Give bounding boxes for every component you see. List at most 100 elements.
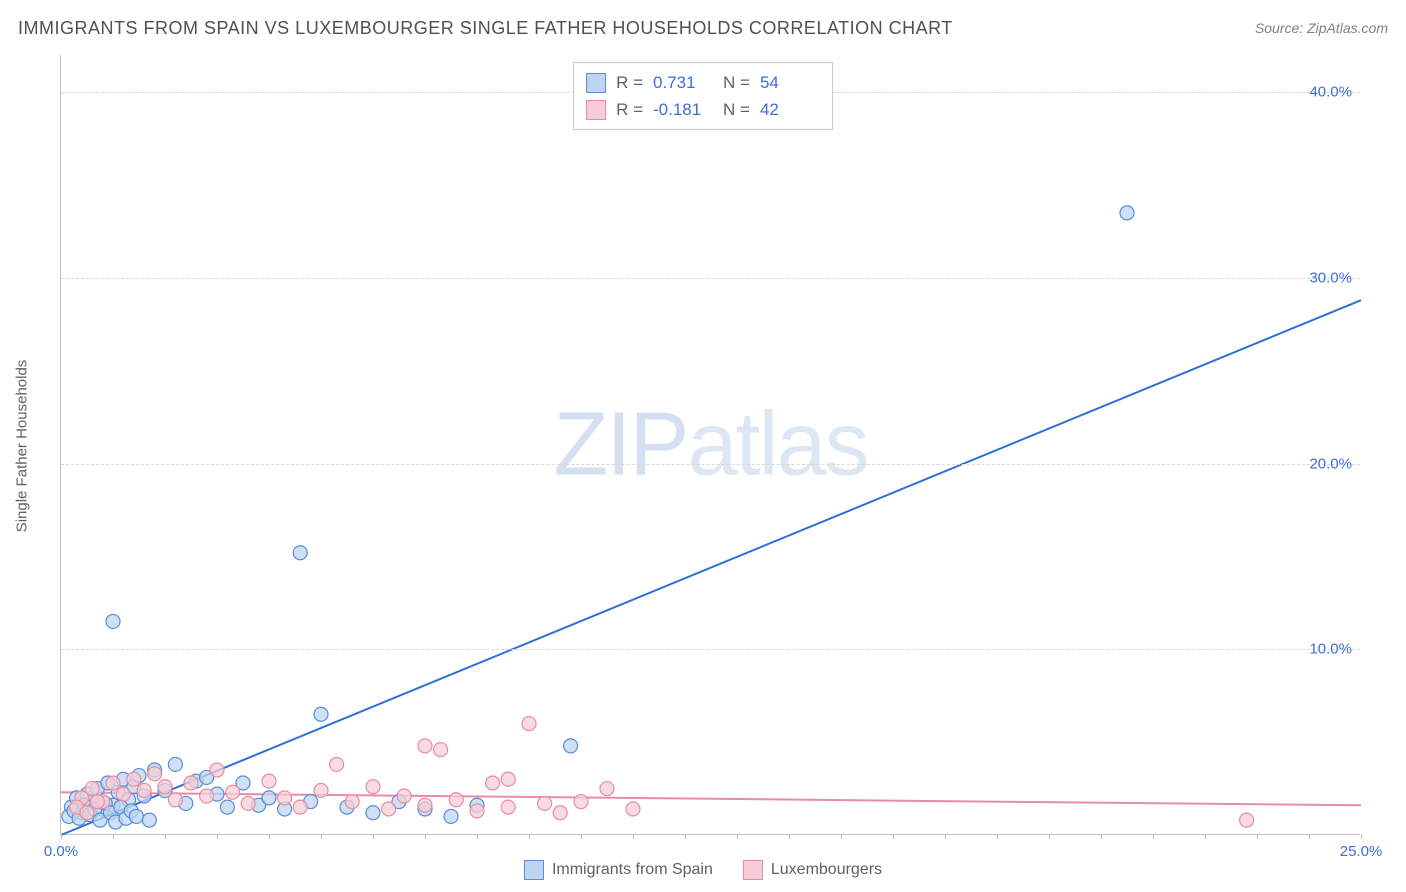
x-tick-mark [321,834,322,839]
scatter-point [397,789,411,803]
legend-label: Immigrants from Spain [552,861,713,879]
legend-label: Luxembourgers [771,861,882,879]
stat-row: R = -0.181 N = 42 [586,96,820,123]
correlation-stats-box: R =0.731N =54R =-0.181N =42 [573,62,833,130]
stat-row: R =0.731N =54 [586,69,820,96]
x-tick-mark [373,834,374,839]
x-tick-mark [165,834,166,839]
series-legend: Immigrants from Spain Luxembourgers [524,860,882,880]
legend-item: Immigrants from Spain [524,860,713,880]
scatter-point [85,782,99,796]
scatter-point [90,795,104,809]
x-tick-mark [841,834,842,839]
x-tick-label: 0.0% [44,843,78,860]
x-tick-mark [425,834,426,839]
scatter-point [330,757,344,771]
source-name: ZipAtlas.com [1307,20,1388,36]
scatter-point [184,776,198,790]
scatter-point [486,776,500,790]
r-label: R = [616,96,643,123]
x-tick-mark [945,834,946,839]
y-tick-label: 40.0% [1309,84,1352,101]
n-value: 42 [760,96,820,123]
y-tick-label: 20.0% [1309,455,1352,472]
x-tick-mark [893,834,894,839]
legend-swatch [743,860,763,880]
x-tick-mark [269,834,270,839]
x-tick-mark [997,834,998,839]
x-tick-mark [217,834,218,839]
n-label: N = [723,69,750,96]
x-tick-mark [737,834,738,839]
x-tick-mark [113,834,114,839]
x-tick-mark [1257,834,1258,839]
scatter-point [129,809,143,823]
scatter-point [522,717,536,731]
scatter-point [418,798,432,812]
scatter-point [142,813,156,827]
legend-swatch [586,73,606,93]
scatter-point [382,802,396,816]
scatter-point [1120,206,1134,220]
y-axis-label: Single Father Households [14,360,31,533]
scatter-point [600,782,614,796]
x-tick-label: 25.0% [1340,843,1383,860]
legend-swatch [586,100,606,120]
r-value: 0.731 [653,69,713,96]
x-tick-mark [1361,834,1362,839]
legend-swatch [524,860,544,880]
r-value: -0.181 [653,96,713,123]
scatter-point [168,757,182,771]
scatter-point [1240,813,1254,827]
scatter-point [226,785,240,799]
scatter-point [434,743,448,757]
scatter-point [293,800,307,814]
scatter-point [553,806,567,820]
scatter-point [210,763,224,777]
gridline-horizontal [61,464,1360,465]
source-label: Source: [1255,20,1307,36]
scatter-point [116,787,130,801]
scatter-point [158,780,172,794]
y-tick-label: 30.0% [1309,269,1352,286]
scatter-point [314,783,328,797]
scatter-point [106,614,120,628]
scatter-point [626,802,640,816]
chart-title: IMMIGRANTS FROM SPAIN VS LUXEMBOURGER SI… [18,18,953,39]
scatter-point [345,795,359,809]
chart-plot-area: ZIPatlas 10.0%20.0%30.0%40.0%0.0%25.0% [60,55,1360,835]
scatter-point [366,806,380,820]
x-tick-mark [529,834,530,839]
x-tick-mark [685,834,686,839]
scatter-point [501,800,515,814]
x-tick-mark [633,834,634,839]
scatter-point [314,707,328,721]
x-tick-mark [1309,834,1310,839]
scatter-point [262,791,276,805]
x-tick-mark [477,834,478,839]
x-tick-mark [1205,834,1206,839]
scatter-point [470,804,484,818]
x-tick-mark [581,834,582,839]
scatter-point [241,796,255,810]
scatter-point [168,793,182,807]
scatter-point [366,780,380,794]
trend-line [61,300,1361,835]
scatter-point [220,800,234,814]
scatter-point [444,809,458,823]
x-tick-mark [789,834,790,839]
r-label: R = [616,69,643,96]
n-label: N = [723,96,750,123]
scatter-point [148,767,162,781]
scatter-point [449,793,463,807]
scatter-point [127,772,141,786]
scatter-point [564,739,578,753]
scatter-point [137,783,151,797]
scatter-point [293,546,307,560]
y-tick-label: 10.0% [1309,641,1352,658]
source-attribution: Source: ZipAtlas.com [1255,20,1388,36]
gridline-horizontal [61,649,1360,650]
gridline-horizontal [61,278,1360,279]
scatter-point [538,796,552,810]
x-tick-mark [61,834,62,839]
